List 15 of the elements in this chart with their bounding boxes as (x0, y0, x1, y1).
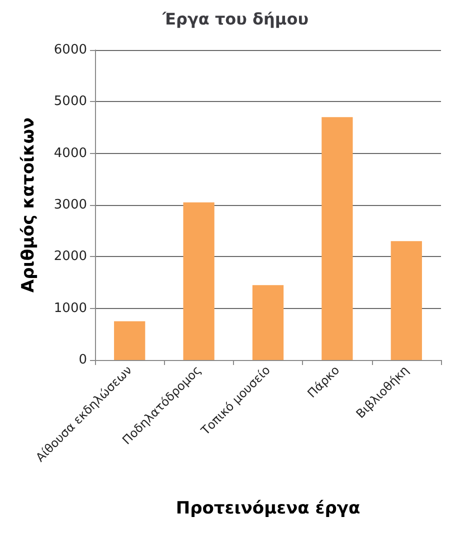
bar (252, 285, 284, 360)
chart-title: Έργα του δήμου (162, 10, 309, 28)
x-axis-title: Προτεινόμενα έργα (176, 498, 360, 518)
bar (183, 202, 214, 360)
y-tick-label: 4000 (54, 146, 87, 161)
y-tick-label: 6000 (54, 42, 87, 58)
y-tick-label: 1000 (54, 300, 87, 316)
bar (322, 117, 353, 360)
bar (114, 321, 146, 360)
y-tick-label: 2000 (54, 249, 87, 264)
y-tick-label: 5000 (54, 94, 87, 110)
y-tick-label: 3000 (54, 198, 87, 212)
bar (390, 241, 422, 360)
y-tick-label: 0 (78, 352, 87, 368)
y-axis-title: Αριθμός κατοίκων (18, 117, 38, 293)
